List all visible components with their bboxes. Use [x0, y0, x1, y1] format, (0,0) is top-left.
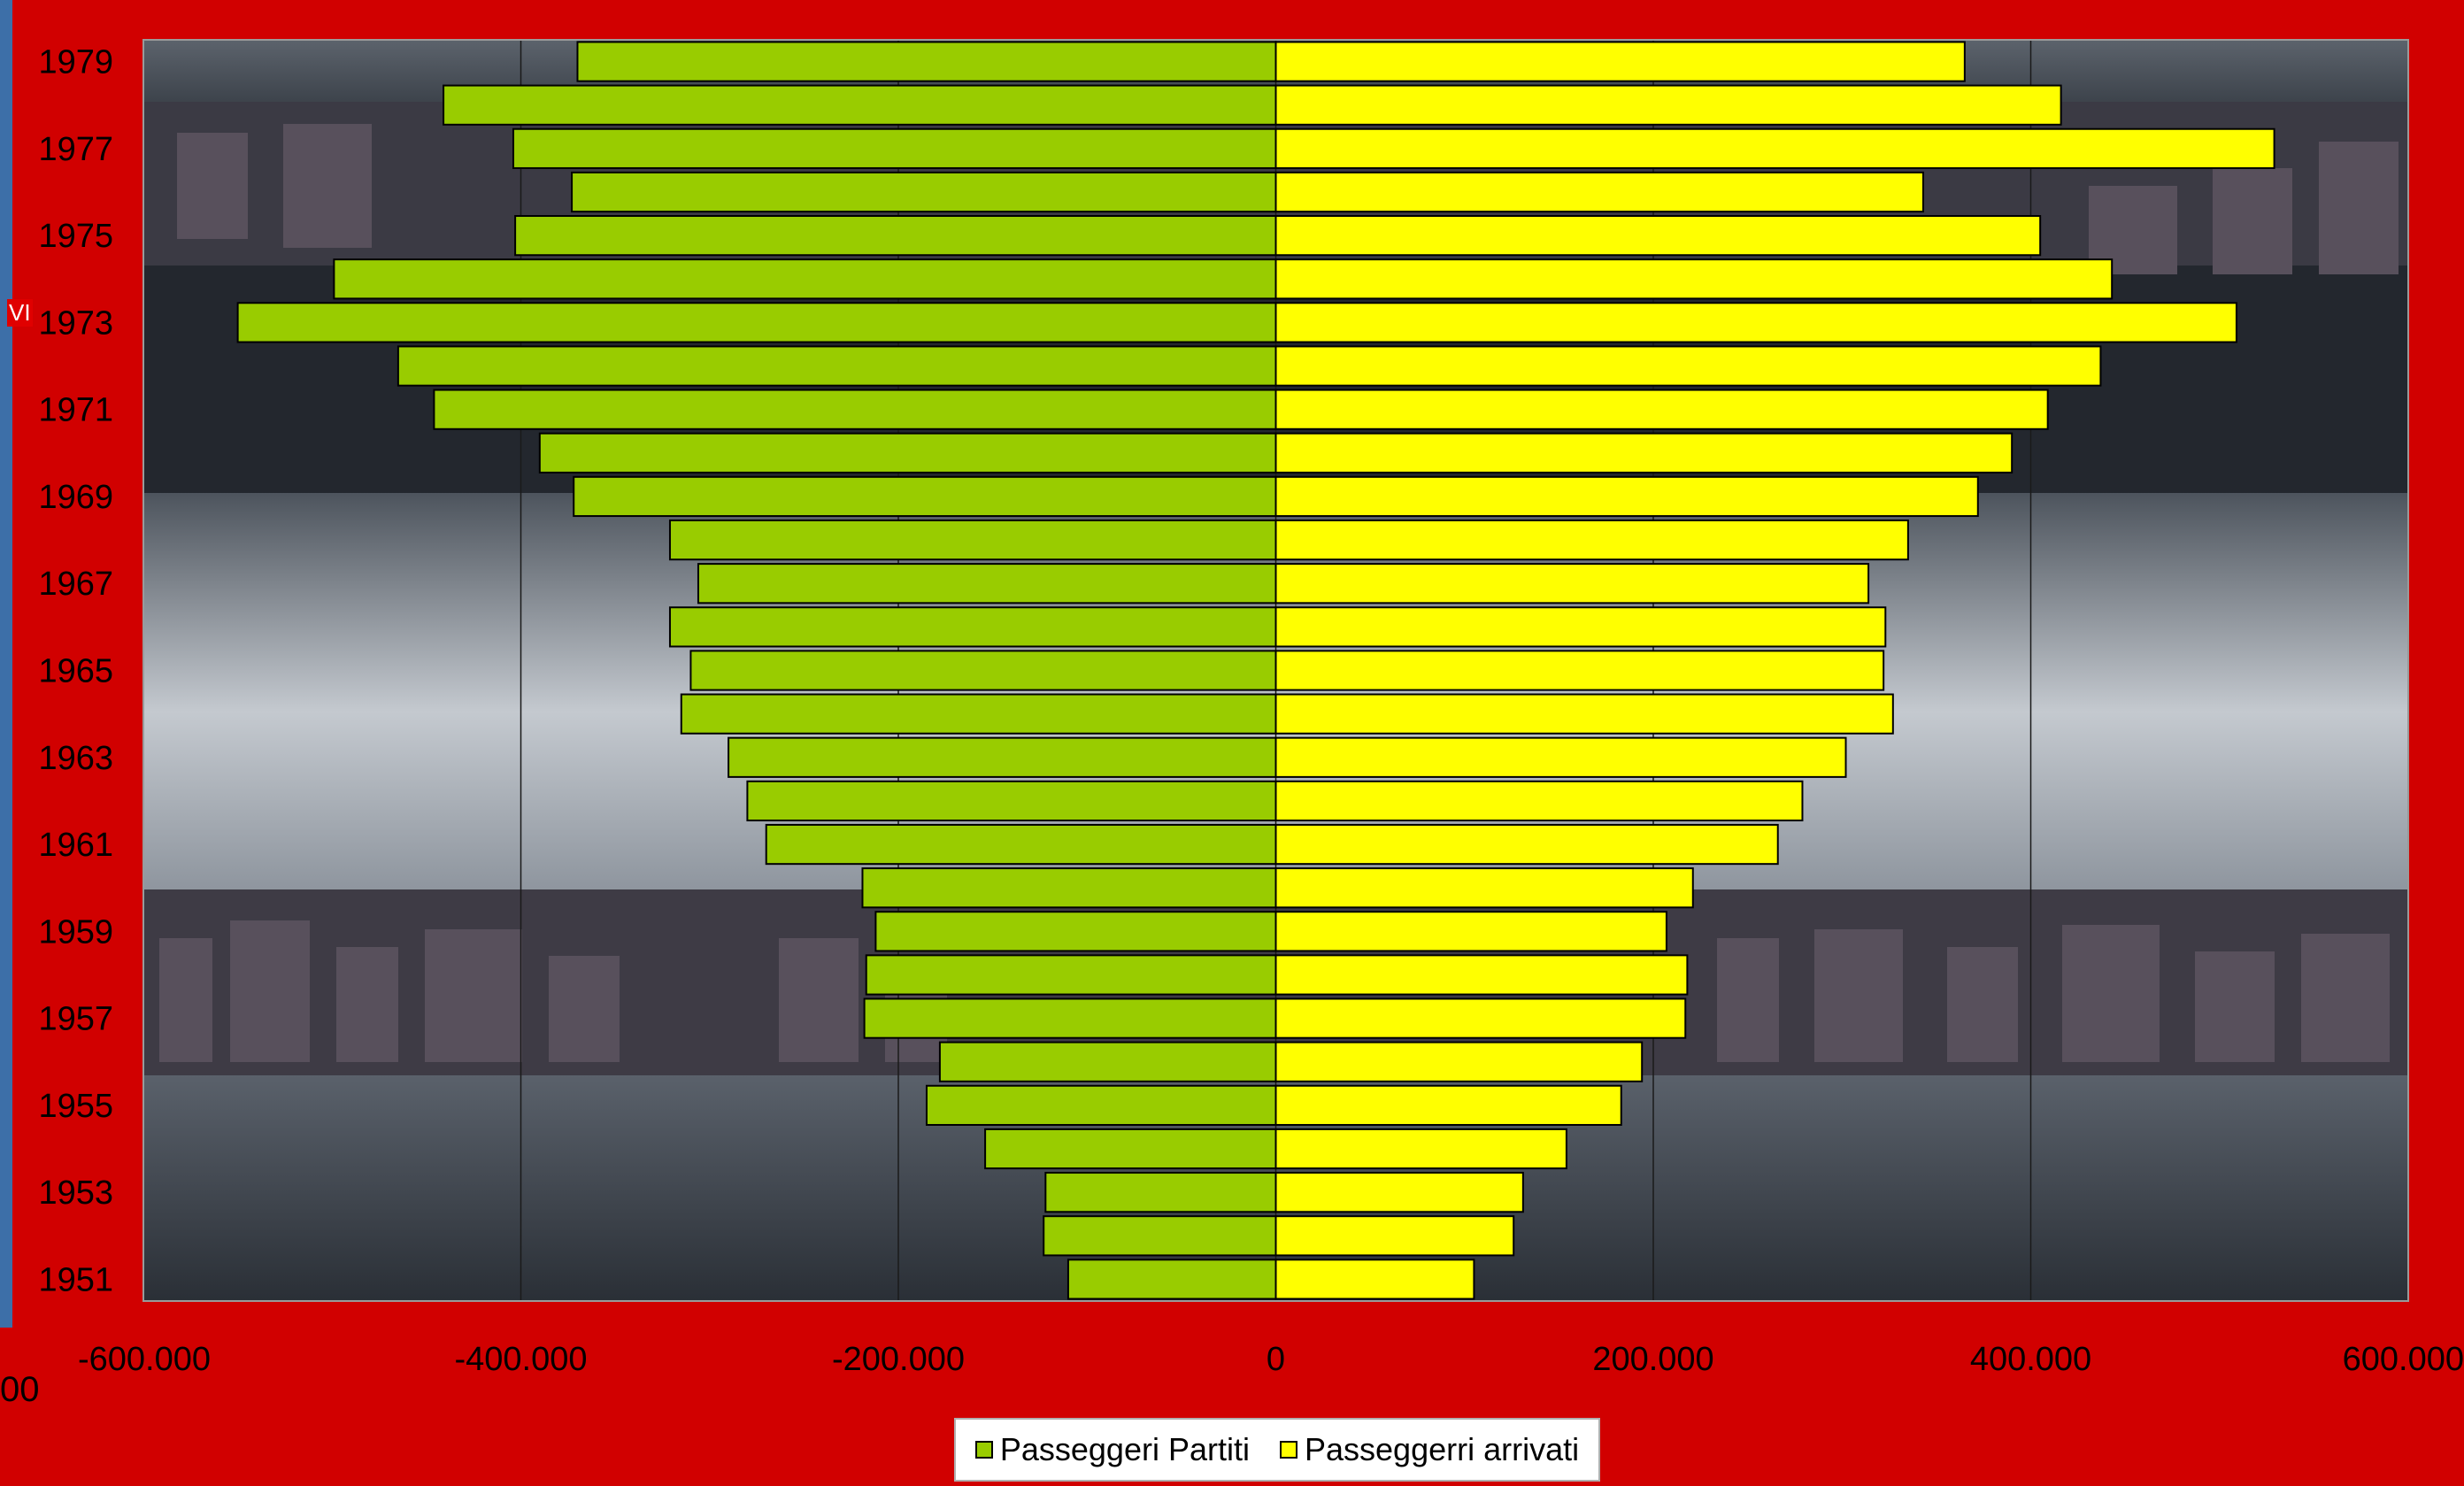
bar-partiti-1976 — [571, 171, 1277, 213]
legend-item-partiti: Passeggeri Partiti — [974, 1431, 1250, 1468]
bar-arrivati-1959 — [1274, 911, 1667, 952]
x-axis-tick-labels: -600.000 -400.000 -200.000 0 200.000 400.000 6… — [78, 1341, 2464, 1378]
bar-partiti-1963 — [728, 736, 1277, 778]
bar-arrivati-1978 — [1274, 84, 2062, 126]
bar-partiti-1967 — [697, 563, 1277, 604]
chart-legend: Passeggeri Partiti Passeggerri arrivati — [954, 1418, 1600, 1482]
bar-arrivati-1973 — [1274, 302, 2237, 343]
y-axis-tick-labels: 1951 1953 1955 1957 1959 1961 1963 1965 1967 1969… — [38, 44, 113, 1299]
bar-arrivati-1951 — [1274, 1259, 1475, 1300]
bar-partiti-1970 — [538, 432, 1277, 474]
y-tick-label: 1967 — [38, 566, 113, 603]
x-tick-label: 600.000 — [2343, 1341, 2464, 1378]
bar-arrivati-1956 — [1274, 1041, 1644, 1082]
bar-partiti-1958 — [865, 954, 1277, 996]
bar-arrivati-1972 — [1274, 345, 2102, 387]
legend-label-arrivati: Passeggerri arrivati — [1305, 1431, 1580, 1467]
bar-partiti-1951 — [1066, 1259, 1277, 1300]
bar-arrivati-1952 — [1274, 1215, 1515, 1257]
bar-arrivati-1962 — [1274, 780, 1804, 822]
bar-arrivati-1970 — [1274, 432, 2014, 474]
y-tick-label: 1963 — [38, 740, 113, 777]
y-tick-label: 1951 — [38, 1261, 113, 1298]
x-tick-label: 400.000 — [1970, 1341, 2091, 1378]
adjacent-slide-edge — [0, 0, 12, 1328]
x-tick-label: 200.000 — [1592, 1341, 1713, 1378]
bar-arrivati-1955 — [1274, 1084, 1622, 1126]
side-edge-text-fragment: VI — [7, 299, 33, 327]
x-tick-label: -600.000 — [78, 1341, 211, 1378]
bar-partiti-1965 — [689, 650, 1277, 691]
series-passeggerri-arrivati — [1274, 41, 2275, 1300]
left-edge-text-fragment: 00 — [0, 1370, 40, 1409]
y-tick-label: 1969 — [38, 479, 113, 516]
bar-arrivati-1953 — [1274, 1172, 1524, 1213]
bar-arrivati-1963 — [1274, 736, 1847, 778]
bar-partiti-1959 — [874, 911, 1277, 952]
bar-arrivati-1966 — [1274, 606, 1887, 648]
plot-frame — [142, 39, 2409, 1302]
legend-swatch-arrivati — [1280, 1441, 1297, 1459]
bar-arrivati-1957 — [1274, 997, 1687, 1039]
y-tick-label: 1961 — [38, 827, 113, 864]
y-tick-label: 1971 — [38, 392, 113, 429]
bar-arrivati-1968 — [1274, 519, 1909, 561]
bar-arrivati-1961 — [1274, 823, 1779, 866]
bar-arrivati-1979 — [1274, 41, 1966, 82]
bar-arrivati-1967 — [1274, 563, 1870, 604]
series-passeggeri-partiti — [236, 41, 1277, 1300]
bar-partiti-1974 — [333, 258, 1277, 300]
legend-item-arrivati: Passeggerri arrivati — [1280, 1431, 1579, 1468]
bar-arrivati-1960 — [1274, 867, 1694, 909]
x-tick-label: 0 — [1267, 1341, 1285, 1378]
bar-arrivati-1977 — [1274, 127, 2275, 169]
legend-swatch-partiti — [974, 1441, 993, 1459]
bar-partiti-1975 — [514, 215, 1277, 257]
legend-label-partiti: Passeggeri Partiti — [999, 1431, 1250, 1467]
bar-partiti-1952 — [1043, 1215, 1277, 1257]
y-tick-label: 1957 — [38, 1001, 113, 1038]
bar-partiti-1956 — [938, 1041, 1277, 1082]
bar-partiti-1954 — [984, 1128, 1277, 1170]
bar-arrivati-1954 — [1274, 1128, 1567, 1170]
bar-arrivati-1971 — [1274, 389, 2049, 430]
bar-partiti-1971 — [433, 389, 1277, 430]
y-tick-label: 1959 — [38, 913, 113, 951]
y-tick-label: 1979 — [38, 44, 113, 81]
bar-partiti-1978 — [443, 84, 1277, 126]
y-tick-label: 1953 — [38, 1174, 113, 1212]
bar-arrivati-1958 — [1274, 954, 1689, 996]
bar-arrivati-1976 — [1274, 171, 1924, 213]
bar-arrivati-1974 — [1274, 258, 2114, 300]
bar-partiti-1972 — [397, 345, 1277, 387]
y-tick-label: 1975 — [38, 218, 113, 255]
bar-partiti-1953 — [1044, 1172, 1277, 1213]
bar-arrivati-1965 — [1274, 650, 1885, 691]
bar-arrivati-1964 — [1274, 693, 1894, 735]
bar-partiti-1955 — [925, 1084, 1277, 1126]
bar-partiti-1973 — [236, 302, 1277, 343]
bar-partiti-1966 — [668, 606, 1277, 648]
y-tick-label: 1955 — [38, 1088, 113, 1125]
x-tick-label: -200.000 — [832, 1341, 965, 1378]
bar-arrivati-1975 — [1274, 215, 2042, 257]
bar-partiti-1964 — [680, 693, 1277, 735]
bar-partiti-1957 — [863, 997, 1277, 1039]
x-tick-label: -400.000 — [454, 1341, 587, 1378]
y-tick-label: 1965 — [38, 653, 113, 690]
bar-partiti-1962 — [746, 780, 1277, 822]
bar-partiti-1968 — [668, 519, 1277, 561]
bar-partiti-1961 — [765, 823, 1277, 866]
bar-arrivati-1969 — [1274, 475, 1979, 518]
bar-partiti-1977 — [512, 127, 1277, 169]
bar-partiti-1960 — [861, 867, 1277, 909]
y-tick-label: 1977 — [38, 131, 113, 168]
y-tick-label: 1973 — [38, 304, 113, 342]
bar-partiti-1969 — [573, 475, 1277, 518]
bar-partiti-1979 — [576, 41, 1277, 82]
